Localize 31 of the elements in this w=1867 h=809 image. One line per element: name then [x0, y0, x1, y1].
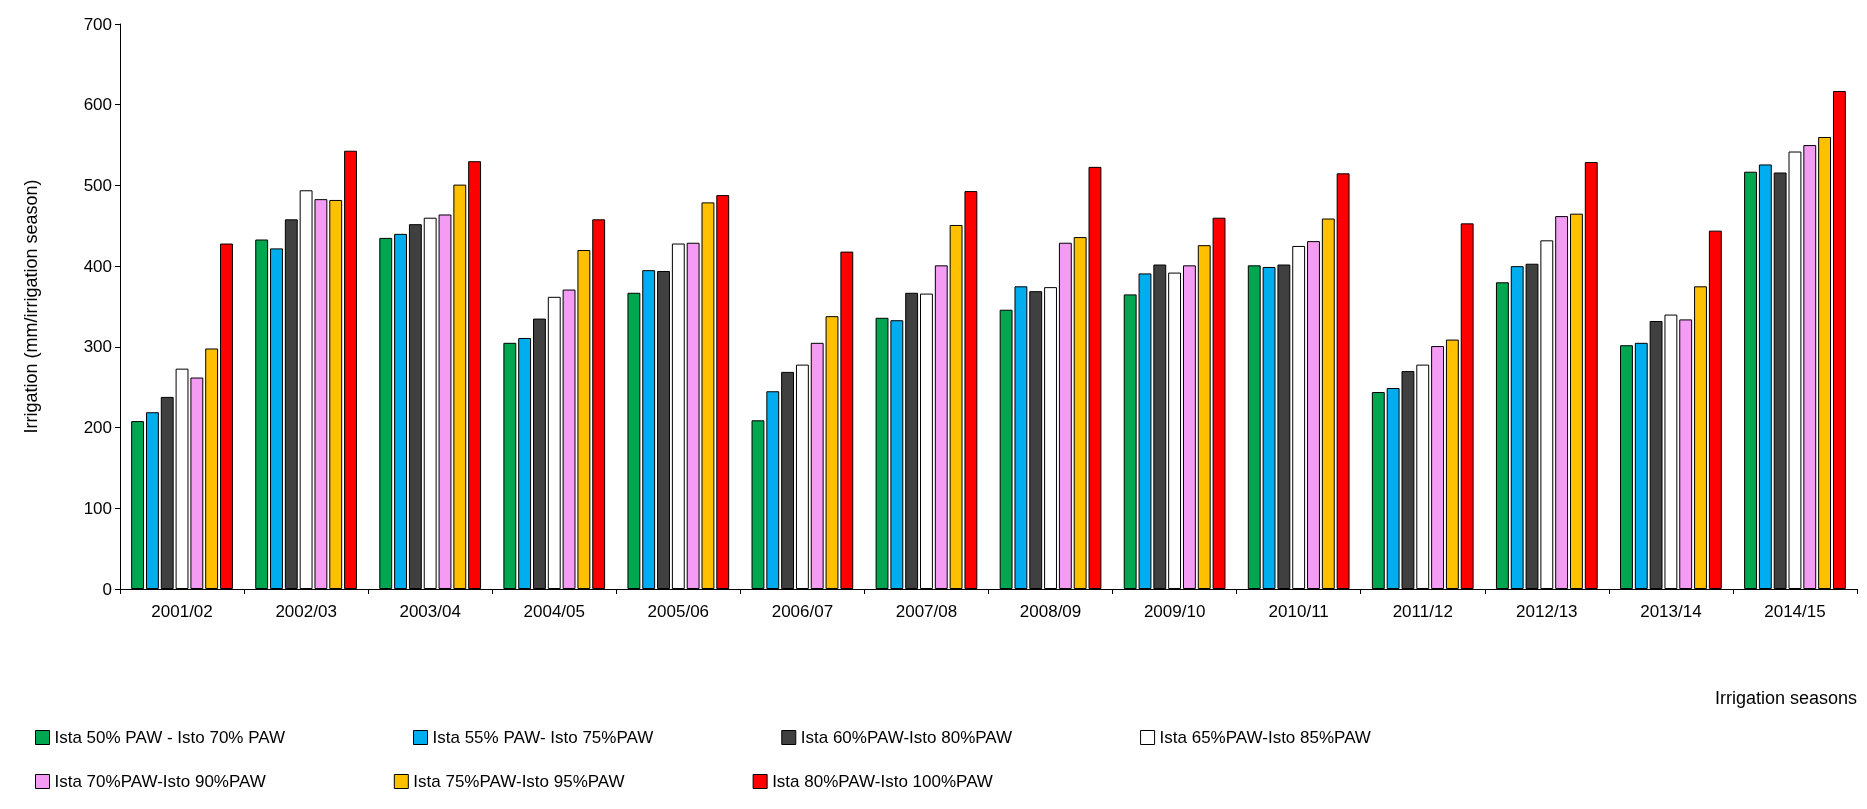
x-tick-label: 2009/10: [1143, 602, 1206, 621]
x-tick-label: 2012/13: [1516, 602, 1578, 621]
x-tick-label: 2003/04: [399, 602, 461, 621]
x-tick-label: 2004/05: [523, 602, 585, 621]
y-tick-label: 200: [83, 418, 112, 438]
y-tick-label: 300: [83, 337, 112, 357]
x-tick-label: 2014/15: [1764, 602, 1826, 621]
x-tick-label: 2010/11: [1268, 602, 1329, 621]
legend-label: Ista 50% PAW - Isto 70% PAW: [54, 728, 286, 747]
y-tick-label: 100: [83, 498, 112, 518]
y-tick-label: 600: [83, 95, 112, 115]
y-tick-label: 0: [102, 579, 112, 599]
x-tick-label: 2007/08: [895, 602, 958, 621]
y-tick-label: 500: [83, 175, 112, 195]
x-tick-label: 2002/03: [275, 602, 337, 621]
y-tick-label: 700: [83, 14, 112, 34]
x-tick-label: 2006/07: [771, 602, 834, 621]
legend-label: Ista 75%PAW-Isto 95%PAW: [413, 772, 625, 791]
x-tick-label: 2008/09: [1019, 602, 1082, 621]
x-tick-label: 2001/02: [151, 602, 213, 621]
legend-label: Ista 80%PAW-Isto 100%PAW: [772, 772, 993, 791]
x-tick-label: 2005/06: [647, 602, 710, 621]
x-tick-label: 2013/14: [1640, 602, 1702, 621]
x-tick-label: 2011/12: [1392, 602, 1453, 621]
y-tick-label: 400: [83, 256, 112, 276]
legend-label: Ista 70%PAW-Isto 90%PAW: [54, 772, 266, 791]
legend-label: Ista 55% PAW- Isto 75%PAW: [432, 728, 654, 747]
y-axis-title: Irrigation (mm/irrigation season): [21, 179, 41, 434]
x-axis-title: Irrigation seasons: [1714, 688, 1857, 708]
legend-label: Ista 65%PAW-Isto 85%PAW: [1159, 728, 1371, 747]
legend-label: Ista 60%PAW-Isto 80%PAW: [800, 728, 1013, 747]
